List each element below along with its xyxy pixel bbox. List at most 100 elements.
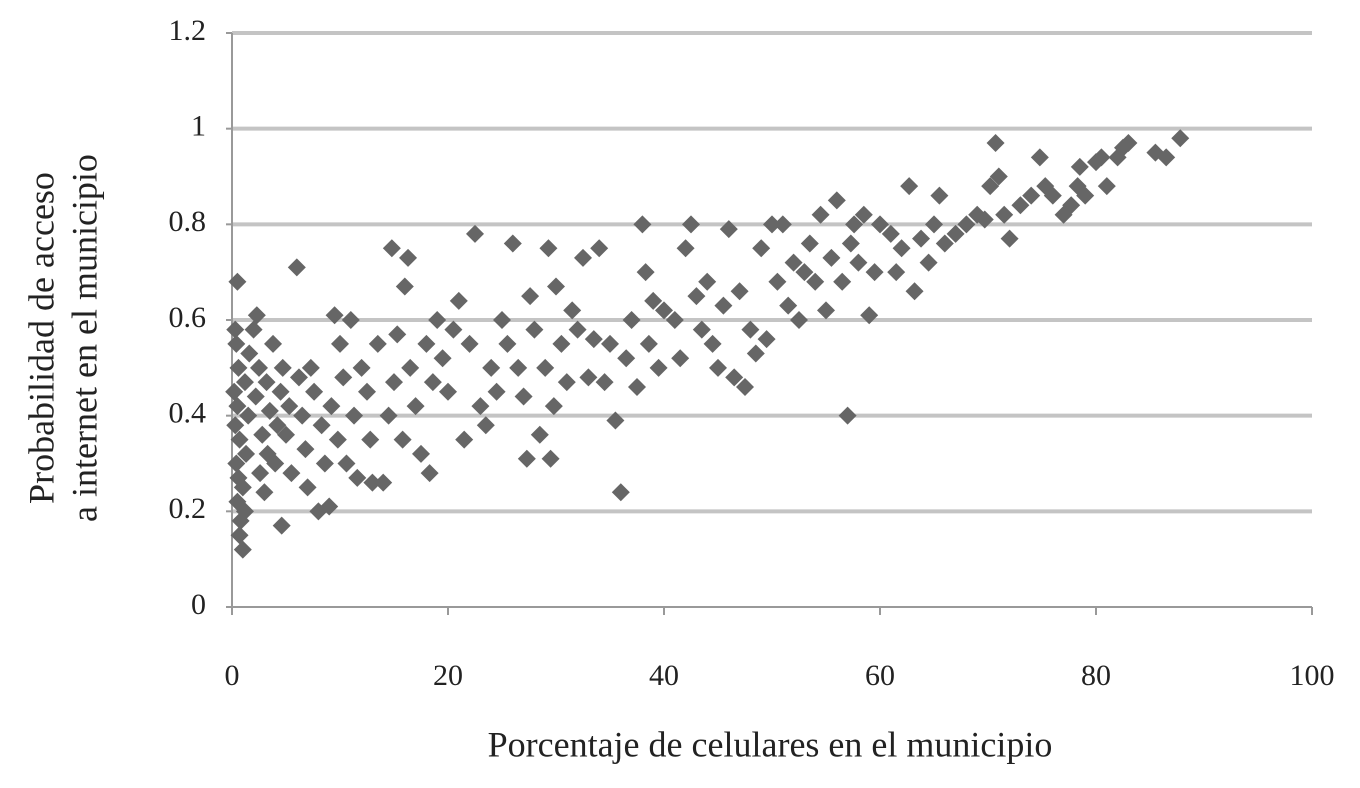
point [563, 301, 582, 320]
point [233, 478, 252, 497]
point [912, 229, 931, 248]
point [784, 253, 803, 272]
point [925, 215, 943, 234]
point [253, 425, 272, 444]
point [1092, 148, 1111, 167]
point [266, 454, 285, 473]
point [240, 344, 259, 363]
point [1157, 148, 1176, 167]
point [881, 224, 900, 243]
point [584, 330, 603, 349]
point [568, 320, 587, 339]
point [345, 406, 364, 425]
point [617, 349, 636, 368]
point [1171, 129, 1190, 148]
point [361, 430, 380, 449]
point [935, 234, 954, 253]
point [719, 220, 738, 239]
point [768, 272, 787, 291]
point [228, 397, 247, 416]
point [226, 320, 245, 339]
x-tick-label: 100 [1290, 659, 1335, 692]
point [257, 373, 276, 392]
point [388, 325, 407, 344]
point [352, 358, 371, 377]
point [590, 239, 609, 258]
point [514, 387, 533, 406]
point [296, 440, 315, 459]
point [368, 334, 387, 353]
point [423, 373, 442, 392]
point [1000, 229, 1019, 248]
point [247, 306, 266, 325]
point [1022, 186, 1041, 205]
point [536, 358, 555, 377]
point [865, 263, 884, 282]
point [348, 468, 367, 487]
point [665, 311, 684, 329]
point [237, 444, 256, 463]
y-tick-label: 1 [191, 110, 206, 143]
point [406, 397, 425, 416]
point [227, 334, 246, 353]
point [539, 239, 558, 258]
point [412, 444, 430, 463]
point [703, 334, 722, 353]
point [471, 397, 490, 416]
point [246, 387, 265, 406]
point [579, 368, 598, 387]
point [946, 224, 965, 243]
point [455, 430, 474, 449]
point [239, 406, 258, 425]
point [905, 282, 924, 301]
point [226, 416, 245, 435]
point [752, 239, 771, 258]
point [264, 334, 283, 353]
point [444, 320, 463, 339]
point [235, 502, 254, 521]
point [227, 454, 246, 473]
point [975, 210, 994, 229]
point [320, 497, 339, 516]
x-tick-label: 80 [1081, 659, 1111, 692]
point [606, 411, 625, 430]
point [466, 224, 484, 243]
point [574, 248, 592, 267]
point [493, 311, 511, 329]
point [358, 382, 376, 401]
point [989, 167, 1008, 186]
point [476, 416, 495, 435]
point [530, 425, 549, 444]
point [736, 377, 754, 396]
point [277, 425, 295, 444]
y-tick-label: 0.2 [169, 492, 207, 525]
point [841, 234, 860, 253]
point [289, 368, 308, 387]
point [305, 382, 324, 401]
point [382, 239, 401, 258]
point [709, 358, 727, 377]
point [757, 330, 776, 349]
point [639, 334, 658, 353]
point [892, 239, 911, 258]
point [328, 430, 347, 449]
y-tick-label: 1.2 [169, 14, 207, 47]
point [981, 177, 1000, 196]
x-tick-label: 40 [649, 659, 679, 692]
y-tick-label: 0.6 [169, 301, 207, 334]
point [399, 248, 418, 267]
point [900, 177, 919, 196]
point [301, 358, 320, 377]
point [986, 134, 1005, 153]
point [611, 483, 630, 502]
point [1011, 196, 1030, 215]
point [730, 282, 749, 301]
point [1076, 186, 1095, 205]
point [995, 205, 1014, 224]
point [228, 272, 247, 291]
point [822, 248, 841, 267]
point [746, 344, 765, 363]
point [887, 263, 906, 282]
point [773, 215, 792, 234]
